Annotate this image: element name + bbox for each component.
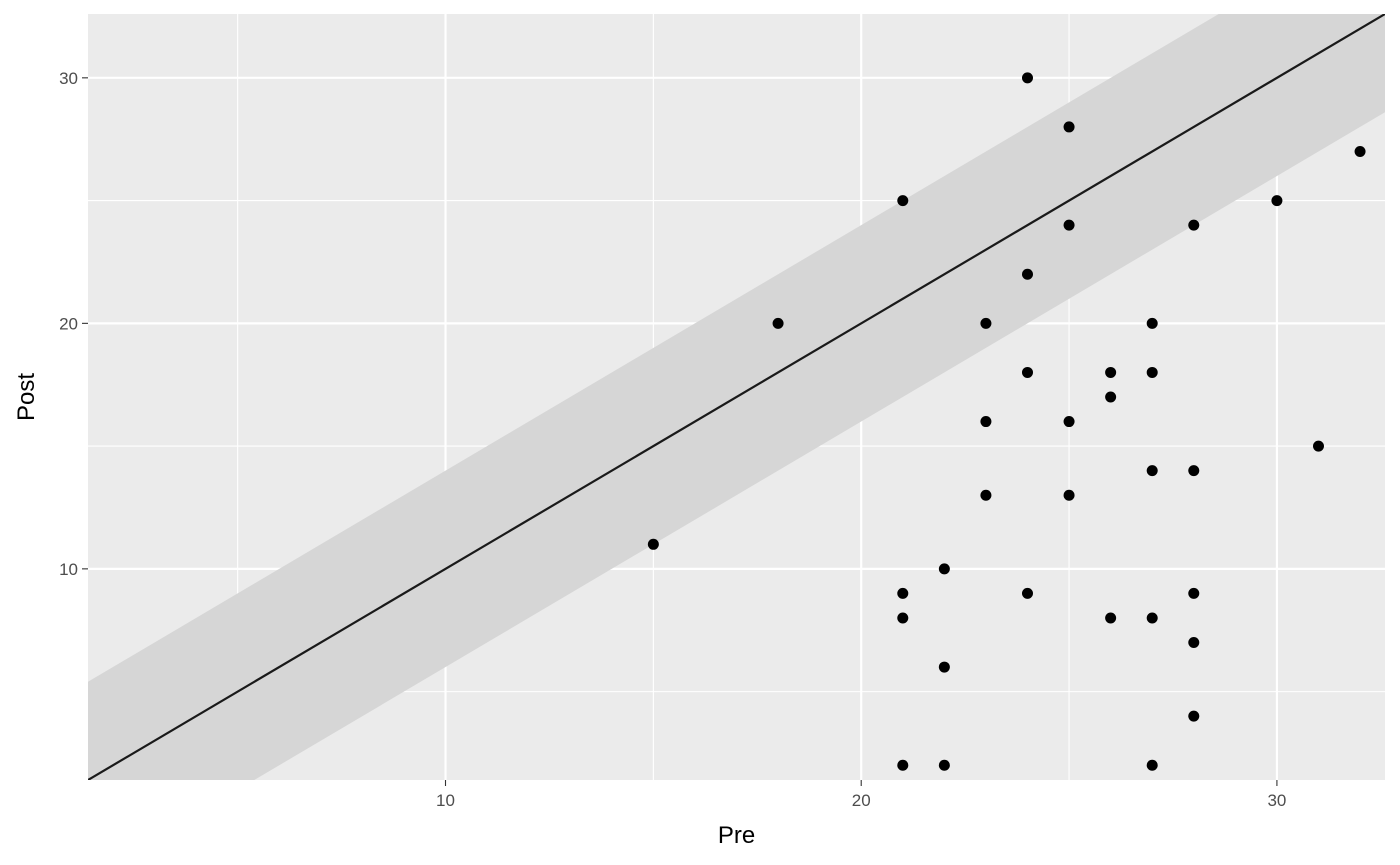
- data-point: [647, 538, 659, 550]
- data-point: [980, 317, 992, 329]
- x-axis-title: Pre: [718, 822, 755, 849]
- data-point: [897, 759, 909, 771]
- data-point: [1188, 637, 1200, 649]
- data-point: [1105, 391, 1117, 403]
- data-point: [1146, 612, 1158, 624]
- data-point: [1146, 465, 1158, 477]
- data-point: [1146, 759, 1158, 771]
- data-point: [1105, 612, 1117, 624]
- data-point: [1105, 366, 1117, 378]
- data-point: [938, 563, 950, 575]
- y-tick-label: 10: [59, 560, 78, 579]
- data-point: [772, 317, 784, 329]
- data-point: [1063, 121, 1075, 133]
- data-points: [647, 72, 1366, 771]
- data-point: [1312, 440, 1324, 452]
- data-point: [1354, 145, 1366, 157]
- y-tick-label: 20: [59, 314, 78, 333]
- data-point: [897, 195, 909, 207]
- data-point: [938, 661, 950, 673]
- data-point: [1021, 72, 1033, 84]
- data-point: [897, 587, 909, 599]
- data-point: [1271, 195, 1283, 207]
- data-point: [1063, 416, 1075, 428]
- data-point: [1188, 465, 1200, 477]
- data-point: [1188, 587, 1200, 599]
- identity-line: [88, 14, 1385, 780]
- y-tick-label: 30: [59, 69, 78, 88]
- data-point: [1146, 317, 1158, 329]
- x-tick-label: 20: [852, 791, 871, 810]
- data-point: [1063, 219, 1075, 231]
- x-axis-ticks: 10 20 30: [436, 780, 1286, 810]
- data-point: [1146, 366, 1158, 378]
- data-point: [1021, 268, 1033, 280]
- data-point: [1188, 710, 1200, 722]
- data-point: [938, 759, 950, 771]
- x-tick-label: 10: [436, 791, 455, 810]
- data-point: [1063, 489, 1075, 501]
- data-point: [1188, 219, 1200, 231]
- data-point: [980, 489, 992, 501]
- data-point: [1021, 366, 1033, 378]
- data-point: [897, 612, 909, 624]
- data-point: [980, 416, 992, 428]
- y-axis-ticks: 10 20 30: [59, 69, 88, 579]
- y-axis-title: Post: [13, 373, 40, 421]
- data-point: [1021, 587, 1033, 599]
- x-tick-label: 30: [1267, 791, 1286, 810]
